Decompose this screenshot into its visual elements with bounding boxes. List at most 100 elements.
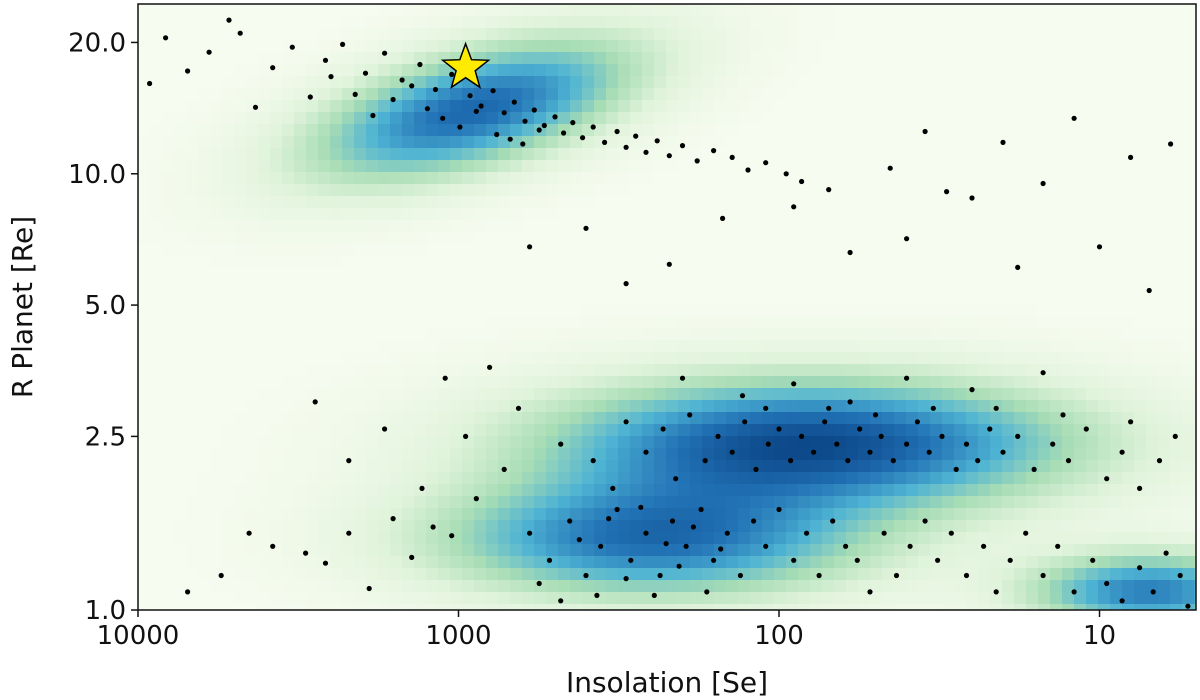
density-cell	[798, 388, 811, 401]
density-cell	[738, 184, 751, 197]
density-cell	[1110, 40, 1123, 53]
density-cell	[642, 40, 655, 53]
density-cell	[906, 352, 919, 365]
density-cell	[654, 436, 667, 449]
density-cell	[726, 544, 739, 557]
density-cell	[210, 364, 223, 377]
density-cell	[318, 88, 331, 101]
density-cell	[534, 352, 547, 365]
density-cell	[726, 28, 739, 41]
density-cell	[306, 580, 319, 593]
density-cell	[258, 352, 271, 365]
density-cell	[870, 532, 883, 545]
density-cell	[630, 28, 643, 41]
density-cell	[726, 16, 739, 29]
density-cell	[630, 568, 643, 581]
density-cell	[690, 496, 703, 509]
density-cell	[942, 256, 955, 269]
density-cell	[138, 172, 151, 185]
density-cell	[654, 256, 667, 269]
density-cell	[474, 136, 487, 149]
density-cell	[1194, 280, 1196, 293]
density-cell	[1122, 220, 1135, 233]
density-cell	[570, 472, 583, 485]
density-cell	[246, 568, 259, 581]
density-cell	[786, 280, 799, 293]
density-cell	[1014, 28, 1027, 41]
density-cell	[558, 400, 571, 413]
density-cell	[1086, 40, 1099, 53]
density-cell	[450, 400, 463, 413]
density-cell	[942, 412, 955, 425]
density-cell	[258, 580, 271, 593]
density-cell	[798, 592, 811, 605]
density-cell	[510, 4, 523, 17]
density-cell	[438, 604, 451, 610]
density-cell	[870, 112, 883, 125]
density-cell	[222, 208, 235, 221]
density-cell	[486, 484, 499, 497]
density-cell	[294, 388, 307, 401]
density-cell	[1014, 376, 1027, 389]
density-cell	[1050, 412, 1063, 425]
density-cell	[810, 4, 823, 17]
density-cell	[402, 136, 415, 149]
density-cell	[678, 28, 691, 41]
density-cell	[822, 328, 835, 341]
density-cell	[546, 100, 559, 113]
density-cell	[894, 412, 907, 425]
density-cell	[258, 40, 271, 53]
density-cell	[1122, 556, 1135, 569]
density-cell	[510, 484, 523, 497]
density-cell	[594, 544, 607, 557]
density-cell	[186, 112, 199, 125]
data-point	[963, 441, 970, 447]
x-tick-label: 1000	[425, 621, 491, 651]
density-cell	[702, 4, 715, 17]
density-cell	[834, 112, 847, 125]
density-cell	[426, 220, 439, 233]
density-cell	[690, 280, 703, 293]
density-cell	[522, 364, 535, 377]
density-cell	[966, 220, 979, 233]
density-cell	[1170, 508, 1183, 521]
density-cell	[186, 424, 199, 437]
density-cell	[738, 592, 751, 605]
density-cell	[1098, 280, 1111, 293]
density-cell	[990, 388, 1003, 401]
density-cell	[162, 520, 175, 533]
density-cell	[714, 172, 727, 185]
density-cell	[174, 400, 187, 413]
density-cell	[630, 604, 643, 610]
density-cell	[1002, 172, 1015, 185]
density-cell	[978, 52, 991, 65]
density-cell	[858, 556, 871, 569]
data-point	[711, 148, 717, 154]
data-point	[776, 426, 782, 432]
density-cell	[210, 508, 223, 521]
density-cell	[402, 328, 415, 341]
density-cell	[450, 340, 463, 353]
density-cell	[1098, 148, 1111, 161]
density-cell	[642, 376, 655, 389]
density-cell	[1038, 460, 1051, 473]
density-cell	[222, 436, 235, 449]
density-cell	[1098, 124, 1111, 137]
density-cell	[1086, 412, 1099, 425]
density-cell	[1194, 172, 1196, 185]
density-cell	[750, 580, 763, 593]
density-cell	[1002, 232, 1015, 245]
density-cell	[1110, 136, 1123, 149]
density-cell	[522, 124, 535, 137]
density-cell	[1026, 184, 1039, 197]
density-cell	[582, 40, 595, 53]
density-cell	[666, 40, 679, 53]
density-cell	[870, 292, 883, 305]
density-cell	[198, 184, 211, 197]
density-cell	[1074, 28, 1087, 41]
density-cell	[798, 448, 811, 461]
density-cell	[138, 364, 151, 377]
density-cell	[570, 148, 583, 161]
density-cell	[414, 412, 427, 425]
density-cell	[930, 412, 943, 425]
